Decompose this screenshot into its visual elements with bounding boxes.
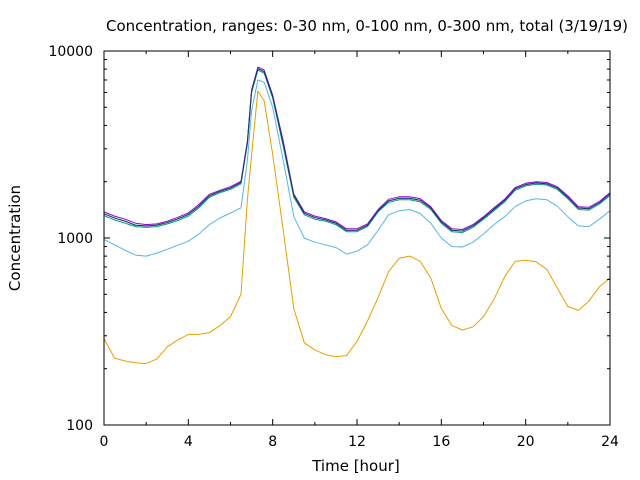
series-line-4 (103, 68, 611, 232)
y-tick-label: 10000 (48, 44, 93, 60)
y-tick-label: 1000 (57, 231, 93, 247)
x-tick-label: 4 (184, 434, 193, 450)
series-line-3 (103, 66, 611, 230)
series-group (103, 66, 611, 365)
x-tick-label: 8 (268, 434, 277, 450)
series-line-1 (103, 79, 611, 257)
x-axis-label: Time [hour] (311, 457, 400, 475)
x-tick-label: 16 (432, 434, 450, 450)
y-tick-label: 100 (66, 418, 93, 434)
ticks-group: 0 4 8 12 16 20 24 100 1000 10000 (48, 44, 619, 450)
series-line-0 (103, 90, 611, 365)
x-tick-label: 0 (100, 434, 109, 450)
x-tick-label: 12 (348, 434, 366, 450)
chart-title: Concentration, ranges: 0-30 nm, 0-100 nm… (106, 17, 628, 35)
y-axis-label: Concentration (6, 185, 24, 291)
series-line-2 (103, 69, 611, 233)
x-tick-label: 20 (517, 434, 535, 450)
plot-frame (103, 50, 611, 426)
x-tick-label: 24 (601, 434, 619, 450)
